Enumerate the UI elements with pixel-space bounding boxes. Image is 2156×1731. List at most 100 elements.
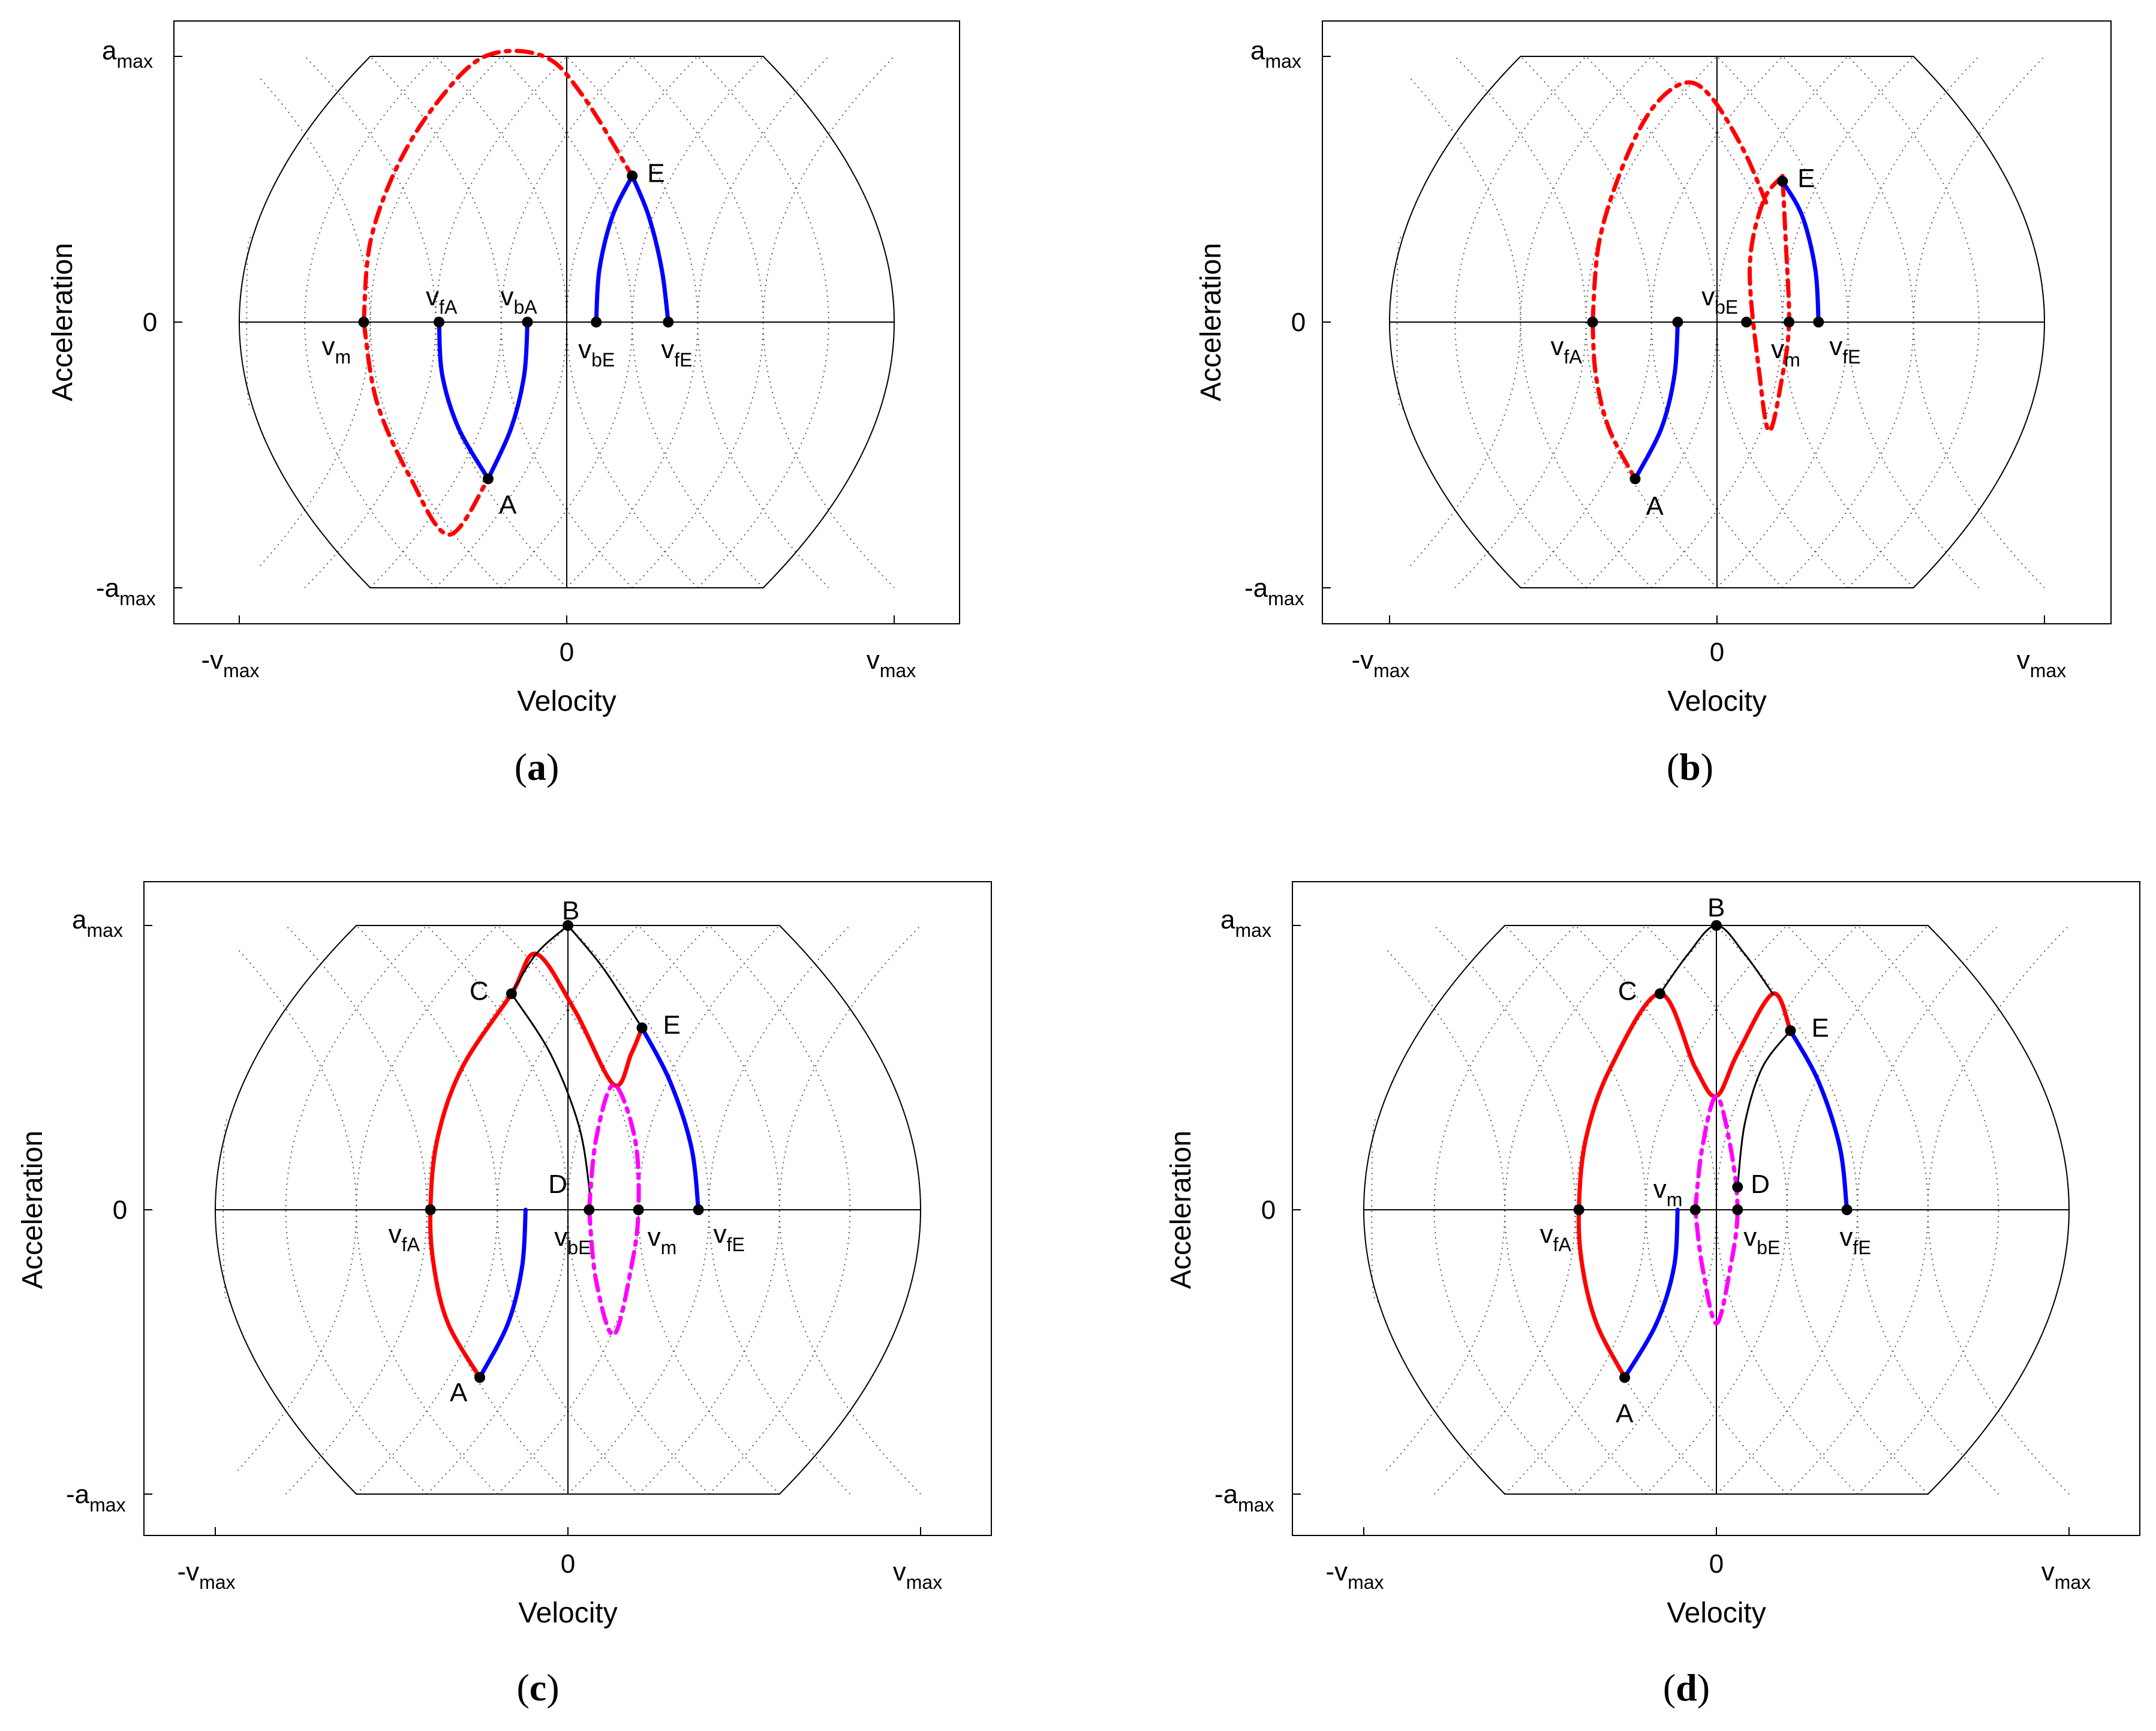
- label-D: D: [1751, 1170, 1770, 1199]
- label-E: E: [1811, 1013, 1829, 1042]
- label-vm: vm: [1771, 335, 1800, 371]
- label-B: B: [562, 896, 579, 925]
- point-marker: [1573, 1204, 1584, 1215]
- panel-a: vm vfA vbA vbE vfE A E -vmax 0 vmax amax 0 -amax Velo…: [47, 20, 960, 788]
- x-tick-neg: -vmax: [1325, 1557, 1384, 1593]
- point-marker: [358, 317, 369, 327]
- y-axis-label: Acceleration: [1195, 243, 1227, 401]
- label-vbA: vbA: [500, 282, 537, 318]
- label-vm: vm: [648, 1222, 677, 1258]
- point-marker: [584, 1204, 595, 1215]
- series-blue-A: [1633, 320, 1680, 481]
- series-blue-A: [477, 1207, 528, 1380]
- envelope: [1363, 925, 2070, 1495]
- y-tick-neg: -amax: [96, 573, 156, 609]
- point-marker: [506, 988, 517, 999]
- series-red: [428, 951, 644, 1380]
- label-E: E: [1797, 164, 1815, 193]
- point-marker: [1813, 317, 1824, 327]
- x-tick-zero: 0: [1710, 638, 1724, 667]
- x-tick-zero: 0: [560, 638, 574, 667]
- label-A: A: [450, 1378, 468, 1408]
- series-red-dashed-right: [1748, 173, 1791, 434]
- label-vfA: vfA: [1540, 1219, 1572, 1255]
- label-C: C: [470, 976, 489, 1006]
- point-marker: [627, 170, 638, 182]
- series-blue-E: [639, 1026, 701, 1212]
- y-tick-pos: amax: [102, 36, 153, 72]
- point-marker: [434, 317, 445, 327]
- label-vbE: vbE: [554, 1222, 591, 1258]
- grid-arc: [1410, 78, 1521, 566]
- label-vfA: vfA: [389, 1219, 420, 1255]
- x-axis-label: Velocity: [1667, 1597, 1766, 1629]
- label-E: E: [647, 158, 664, 188]
- envelope: [238, 56, 895, 588]
- point-marker: [474, 1372, 485, 1383]
- x-tick-neg: -vmax: [177, 1557, 235, 1593]
- y-tick-neg: -amax: [66, 1480, 126, 1516]
- grid-arc: [237, 948, 357, 1471]
- point-marker: [1587, 317, 1598, 327]
- y-axis-label: Acceleration: [1165, 1131, 1197, 1289]
- point-marker: [1654, 988, 1665, 999]
- envelope: [1388, 56, 2046, 588]
- point-marker: [1732, 1204, 1743, 1215]
- label-vfE: vfE: [1840, 1222, 1871, 1258]
- label-vm: vm: [1653, 1174, 1683, 1210]
- x-tick-neg: -vmax: [1351, 645, 1409, 681]
- label-E: E: [663, 1011, 680, 1040]
- envelope: [214, 925, 922, 1495]
- x-tick-neg: -vmax: [201, 645, 259, 681]
- point-marker: [1741, 317, 1752, 327]
- series-blue-A: [437, 320, 491, 481]
- x-tick-pos: vmax: [867, 645, 916, 681]
- grid-arc: [260, 78, 371, 566]
- y-tick-zero: 0: [1261, 1195, 1276, 1225]
- label-A: A: [499, 490, 517, 519]
- series-red: [1576, 991, 1793, 1380]
- y-tick-zero: 0: [143, 308, 157, 337]
- series-red-dashed: [361, 49, 635, 324]
- point-marker: [522, 317, 533, 327]
- point-marker: [633, 1204, 644, 1215]
- y-axis-label: Acceleration: [17, 1131, 49, 1289]
- series-blue-A2: [486, 320, 530, 481]
- point-marker: [591, 317, 602, 327]
- y-tick-zero: 0: [1291, 308, 1306, 337]
- panel-d: vfA vm vbE vfE A B C D E -vmax 0 vmax amax 0 -amax Velo…: [1165, 881, 2140, 1709]
- label-vfE: vfE: [1829, 332, 1860, 368]
- x-axis-label: Velocity: [518, 1597, 617, 1629]
- y-axis-label: Acceleration: [47, 243, 79, 401]
- panel-caption: (d): [1663, 1666, 1710, 1709]
- point-marker: [482, 473, 494, 485]
- y-tick-neg: -amax: [1214, 1480, 1274, 1516]
- label-vbE: vbE: [578, 335, 615, 371]
- y-tick-pos: amax: [1250, 36, 1301, 72]
- x-tick-pos: vmax: [893, 1557, 942, 1593]
- series-black-B-C: [510, 924, 569, 995]
- series-blue-E: [594, 173, 635, 324]
- label-vbE: vbE: [1701, 282, 1738, 318]
- panel-caption: (a): [515, 746, 560, 788]
- series-blue-E: [1788, 1028, 1850, 1212]
- panel-b: vfA vbE vm vfE A E -vmax 0 vmax amax 0 -amax Velocit…: [1195, 20, 2112, 788]
- grid-arc: [1385, 948, 1506, 1471]
- label-A: A: [1616, 1399, 1634, 1429]
- point-marker: [1672, 317, 1683, 327]
- series-blue-A: [1622, 1207, 1680, 1380]
- series-blue-E: [1780, 179, 1821, 324]
- label-vfA: vfA: [1551, 332, 1583, 368]
- label-vfE: vfE: [714, 1219, 745, 1255]
- y-tick-neg: -amax: [1244, 573, 1304, 609]
- series-red-dashed-A: [1590, 320, 1637, 481]
- series-red-dashed-lower: [361, 320, 491, 537]
- point-marker: [1619, 1372, 1631, 1383]
- point-marker: [1784, 317, 1795, 327]
- x-axis-label: Velocity: [1667, 686, 1766, 717]
- label-B: B: [1707, 893, 1725, 922]
- series-black-D-E: [1736, 1029, 1791, 1188]
- x-tick-zero: 0: [561, 1549, 575, 1579]
- label-vbE: vbE: [1743, 1222, 1780, 1258]
